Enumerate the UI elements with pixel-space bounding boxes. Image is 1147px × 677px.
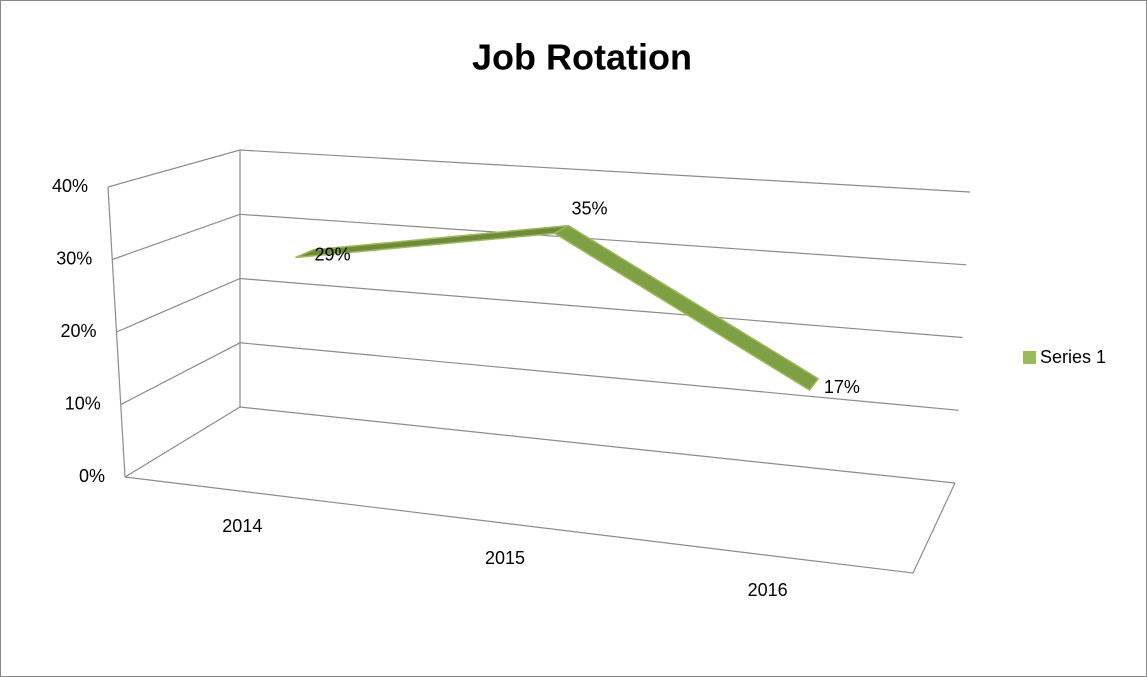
grid-line [124,406,956,484]
data-label: 35% [572,198,608,218]
x-tick-label: 2014 [222,516,262,536]
grid-line [116,277,963,339]
data-label: 29% [315,244,351,264]
data-label: 17% [824,377,860,397]
legend-swatch [1023,351,1036,364]
grid-line [112,213,967,266]
floor-edge [124,476,956,574]
y-tick-label: 0% [79,466,105,486]
y-tick-label: 40% [52,176,88,196]
y-tick-label: 10% [65,393,101,413]
x-tick-label: 2016 [748,580,788,600]
chart-title: Job Rotation [472,37,692,78]
grid-line [120,342,959,411]
ribbon-segment [553,224,820,391]
x-tick-label: 2015 [485,548,525,568]
legend-label: Series 1 [1040,347,1106,367]
y-tick-label: 30% [56,248,92,268]
grid-line [107,149,971,193]
y-tick-label: 20% [60,321,96,341]
